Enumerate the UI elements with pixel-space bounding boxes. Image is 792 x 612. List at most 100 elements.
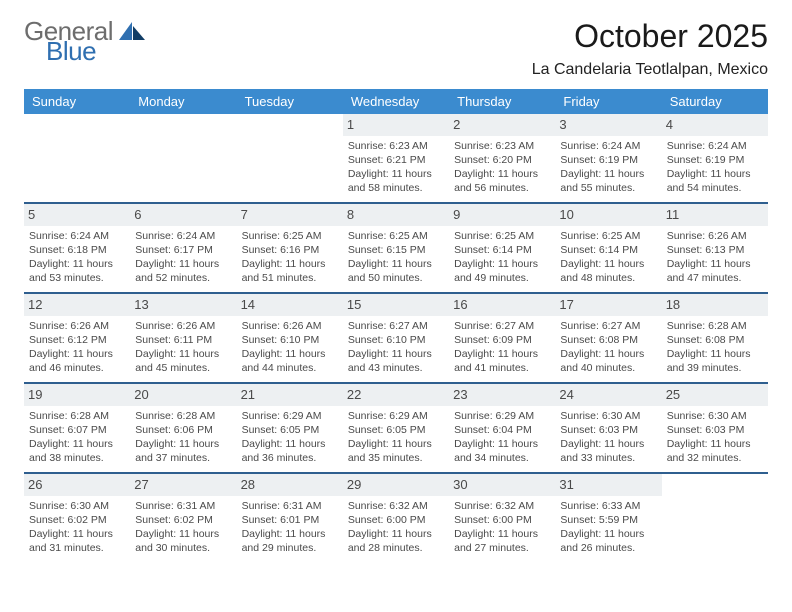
sunrise-line: Sunrise: 6:27 AM [454, 319, 550, 333]
sunrise-line: Sunrise: 6:29 AM [454, 409, 550, 423]
day-number: 23 [449, 384, 555, 406]
sunrise-line: Sunrise: 6:25 AM [242, 229, 338, 243]
daylight-line: Daylight: 11 hours and 46 minutes. [29, 347, 125, 375]
daylight-line: Daylight: 11 hours and 58 minutes. [348, 167, 444, 195]
sunrise-line: Sunrise: 6:23 AM [454, 139, 550, 153]
calendar-cell: 20Sunrise: 6:28 AMSunset: 6:06 PMDayligh… [130, 384, 236, 472]
month-title: October 2025 [532, 18, 768, 55]
daylight-line: Daylight: 11 hours and 30 minutes. [135, 527, 231, 555]
sunset-line: Sunset: 6:15 PM [348, 243, 444, 257]
calendar-week: 5Sunrise: 6:24 AMSunset: 6:18 PMDaylight… [24, 202, 768, 292]
sunrise-line: Sunrise: 6:24 AM [667, 139, 763, 153]
daylight-line: Daylight: 11 hours and 51 minutes. [242, 257, 338, 285]
sunrise-line: Sunrise: 6:24 AM [560, 139, 656, 153]
sunset-line: Sunset: 6:14 PM [560, 243, 656, 257]
calendar-cell: 19Sunrise: 6:28 AMSunset: 6:07 PMDayligh… [24, 384, 130, 472]
sunset-line: Sunset: 6:01 PM [242, 513, 338, 527]
title-block: October 2025 La Candelaria Teotlalpan, M… [532, 18, 768, 79]
calendar-cell: 1Sunrise: 6:23 AMSunset: 6:21 PMDaylight… [343, 114, 449, 202]
calendar-cell: 21Sunrise: 6:29 AMSunset: 6:05 PMDayligh… [237, 384, 343, 472]
calendar-cell [662, 474, 768, 562]
calendar-cell: 17Sunrise: 6:27 AMSunset: 6:08 PMDayligh… [555, 294, 661, 382]
day-number: 4 [662, 114, 768, 136]
sunrise-line: Sunrise: 6:26 AM [667, 229, 763, 243]
daylight-line: Daylight: 11 hours and 29 minutes. [242, 527, 338, 555]
calendar-cell: 6Sunrise: 6:24 AMSunset: 6:17 PMDaylight… [130, 204, 236, 292]
calendar-cell: 29Sunrise: 6:32 AMSunset: 6:00 PMDayligh… [343, 474, 449, 562]
day-number [24, 114, 130, 136]
calendar-cell: 26Sunrise: 6:30 AMSunset: 6:02 PMDayligh… [24, 474, 130, 562]
day-number: 26 [24, 474, 130, 496]
calendar-cell: 10Sunrise: 6:25 AMSunset: 6:14 PMDayligh… [555, 204, 661, 292]
sunset-line: Sunset: 6:16 PM [242, 243, 338, 257]
sunrise-line: Sunrise: 6:33 AM [560, 499, 656, 513]
sunrise-line: Sunrise: 6:25 AM [560, 229, 656, 243]
calendar-week: 26Sunrise: 6:30 AMSunset: 6:02 PMDayligh… [24, 472, 768, 562]
day-number: 6 [130, 204, 236, 226]
day-number: 27 [130, 474, 236, 496]
day-number: 18 [662, 294, 768, 316]
day-number: 10 [555, 204, 661, 226]
calendar-cell: 13Sunrise: 6:26 AMSunset: 6:11 PMDayligh… [130, 294, 236, 382]
day-number: 29 [343, 474, 449, 496]
daylight-line: Daylight: 11 hours and 26 minutes. [560, 527, 656, 555]
sunset-line: Sunset: 6:18 PM [29, 243, 125, 257]
day-number: 2 [449, 114, 555, 136]
calendar-cell: 31Sunrise: 6:33 AMSunset: 5:59 PMDayligh… [555, 474, 661, 562]
calendar-cell: 23 Sunrise: 6:29 AMSunset: 6:04 PMDayligh… [449, 384, 555, 472]
sunset-line: Sunset: 6:13 PM [667, 243, 763, 257]
sunrise-line: Sunrise: 6:26 AM [135, 319, 231, 333]
day-number: 7 [237, 204, 343, 226]
sunrise-line: Sunrise: 6:30 AM [560, 409, 656, 423]
sunset-line: Sunset: 6:10 PM [348, 333, 444, 347]
daylight-line: Daylight: 11 hours and 27 minutes. [454, 527, 550, 555]
day-number: 11 [662, 204, 768, 226]
weekday-header: Wednesday [343, 89, 449, 114]
sunset-line: Sunset: 6:17 PM [135, 243, 231, 257]
calendar-cell [130, 114, 236, 202]
sunset-line: Sunset: 6:04 PM [454, 423, 550, 437]
sunrise-line: Sunrise: 6:23 AM [348, 139, 444, 153]
daylight-line: Daylight: 11 hours and 54 minutes. [667, 167, 763, 195]
daylight-line: Daylight: 11 hours and 50 minutes. [348, 257, 444, 285]
sunset-line: Sunset: 6:21 PM [348, 153, 444, 167]
calendar-week: 12Sunrise: 6:26 AMSunset: 6:12 PMDayligh… [24, 292, 768, 382]
calendar-cell: 28Sunrise: 6:31 AMSunset: 6:01 PMDayligh… [237, 474, 343, 562]
sunrise-line: Sunrise: 6:24 AM [29, 229, 125, 243]
day-number [237, 114, 343, 136]
daylight-line: Daylight: 11 hours and 32 minutes. [667, 437, 763, 465]
calendar-cell: 15Sunrise: 6:27 AMSunset: 6:10 PMDayligh… [343, 294, 449, 382]
daylight-line: Daylight: 11 hours and 55 minutes. [560, 167, 656, 195]
calendar-cell: 24Sunrise: 6:30 AMSunset: 6:03 PMDayligh… [555, 384, 661, 472]
daylight-line: Daylight: 11 hours and 31 minutes. [29, 527, 125, 555]
sunrise-line: Sunrise: 6:28 AM [135, 409, 231, 423]
daylight-line: Daylight: 11 hours and 41 minutes. [454, 347, 550, 375]
weekday-header: Friday [555, 89, 661, 114]
daylight-line: Daylight: 11 hours and 34 minutes. [454, 437, 550, 465]
sunset-line: Sunset: 6:11 PM [135, 333, 231, 347]
sunrise-line: Sunrise: 6:28 AM [667, 319, 763, 333]
sunset-line: Sunset: 6:14 PM [454, 243, 550, 257]
weekday-header: Saturday [662, 89, 768, 114]
sunset-line: Sunset: 6:03 PM [667, 423, 763, 437]
sunrise-line: Sunrise: 6:26 AM [29, 319, 125, 333]
daylight-line: Daylight: 11 hours and 37 minutes. [135, 437, 231, 465]
day-number: 21 [237, 384, 343, 406]
sunrise-line: Sunrise: 6:31 AM [242, 499, 338, 513]
logo-word-2: Blue [46, 38, 145, 64]
sunrise-line: Sunrise: 6:30 AM [667, 409, 763, 423]
day-number: 17 [555, 294, 661, 316]
calendar-cell [24, 114, 130, 202]
location-subtitle: La Candelaria Teotlalpan, Mexico [532, 61, 768, 79]
calendar-week: 1Sunrise: 6:23 AMSunset: 6:21 PMDaylight… [24, 114, 768, 202]
calendar-grid: SundayMondayTuesdayWednesdayThursdayFrid… [24, 89, 768, 562]
day-number: 12 [24, 294, 130, 316]
topbar: General Blue October 2025 La Candelaria … [24, 18, 768, 79]
calendar-cell: 16Sunrise: 6:27 AMSunset: 6:09 PMDayligh… [449, 294, 555, 382]
sunrise-line: Sunrise: 6:31 AM [135, 499, 231, 513]
weekday-header: Sunday [24, 89, 130, 114]
day-number: 25 [662, 384, 768, 406]
daylight-line: Daylight: 11 hours and 33 minutes. [560, 437, 656, 465]
daylight-line: Daylight: 11 hours and 40 minutes. [560, 347, 656, 375]
calendar-cell: 8Sunrise: 6:25 AMSunset: 6:15 PMDaylight… [343, 204, 449, 292]
